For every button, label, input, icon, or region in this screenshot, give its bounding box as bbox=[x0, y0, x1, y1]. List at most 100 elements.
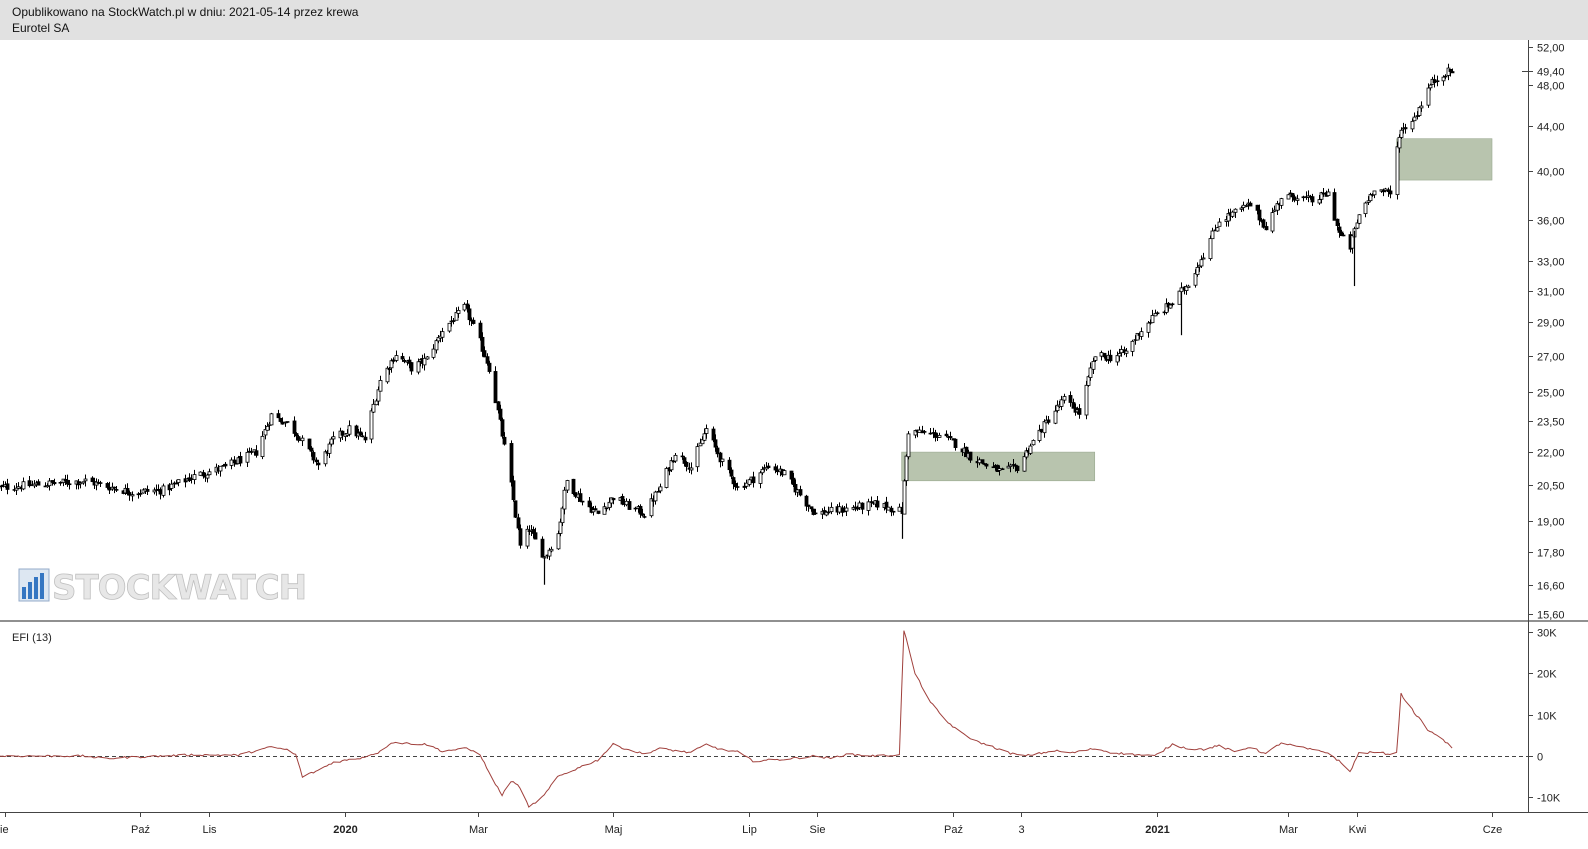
candle bbox=[509, 440, 514, 487]
candle bbox=[715, 445, 720, 458]
candle bbox=[1332, 188, 1337, 221]
candle bbox=[560, 506, 565, 526]
price-tick: 22,00 bbox=[1528, 448, 1565, 460]
candle bbox=[1270, 207, 1275, 234]
candle bbox=[718, 451, 723, 468]
candle bbox=[1261, 218, 1266, 229]
candle bbox=[500, 417, 505, 439]
candle bbox=[389, 358, 394, 373]
candle bbox=[664, 466, 669, 489]
candle bbox=[294, 432, 299, 441]
efi-tick-label: -10K bbox=[1537, 793, 1561, 805]
candle bbox=[1022, 452, 1027, 472]
watermark-text: STOCKWATCH bbox=[52, 568, 306, 608]
candle bbox=[1295, 194, 1300, 206]
candle bbox=[829, 502, 834, 515]
time-tick: Maj bbox=[605, 812, 622, 836]
candle bbox=[83, 474, 88, 487]
candle bbox=[422, 353, 427, 371]
price-tick-label: 44,00 bbox=[1537, 122, 1565, 134]
time-tick-label: 2021 bbox=[1145, 824, 1169, 836]
efi-tick: 0 bbox=[1528, 752, 1543, 764]
candle bbox=[502, 432, 507, 446]
time-tick: Paź bbox=[131, 812, 150, 836]
candle bbox=[1350, 235, 1355, 254]
candle bbox=[1177, 290, 1182, 305]
time-tick-label: Lip bbox=[742, 824, 757, 836]
candle bbox=[684, 461, 689, 472]
candle bbox=[369, 408, 374, 444]
candle bbox=[130, 491, 135, 502]
candle bbox=[1184, 284, 1189, 295]
candle bbox=[1046, 415, 1051, 425]
candle bbox=[471, 317, 476, 325]
candle bbox=[1088, 362, 1093, 381]
candle bbox=[1108, 349, 1113, 363]
candle bbox=[669, 457, 674, 473]
candle bbox=[1395, 141, 1400, 200]
candle bbox=[434, 339, 439, 354]
candle bbox=[904, 454, 909, 486]
candle bbox=[891, 510, 896, 516]
candle bbox=[653, 490, 658, 505]
candle bbox=[933, 429, 938, 442]
candle bbox=[1201, 252, 1206, 260]
candle bbox=[1210, 227, 1215, 240]
candle bbox=[1446, 63, 1451, 81]
candle bbox=[482, 346, 487, 358]
time-tick: 2021 bbox=[1145, 812, 1170, 836]
candle bbox=[713, 434, 718, 452]
candle bbox=[1053, 405, 1058, 425]
candle bbox=[327, 441, 332, 459]
time-axis: ie Paź Lis 2020 Mar Maj Lip Sie Paź 3 2021 Mar Kwi Cz… bbox=[0, 812, 1502, 836]
candle bbox=[245, 448, 250, 467]
candle bbox=[169, 479, 174, 492]
published-info: Opublikowano na StockWatch.pl w dniu: 20… bbox=[12, 5, 359, 19]
candle bbox=[400, 352, 405, 362]
candle bbox=[189, 474, 194, 484]
candle bbox=[36, 479, 41, 486]
price-tick: 40,00 bbox=[1528, 167, 1565, 179]
candle bbox=[47, 478, 52, 491]
bar-chart-icon bbox=[18, 568, 50, 602]
efi-axis: 30K 20K 10K 0 -10K bbox=[1528, 628, 1561, 805]
candle bbox=[145, 485, 150, 496]
candle bbox=[809, 506, 814, 512]
candle bbox=[1015, 465, 1020, 474]
candle bbox=[611, 497, 616, 505]
candle bbox=[1215, 226, 1220, 232]
time-tick: ie bbox=[0, 812, 9, 836]
time-tick-label: Mar bbox=[469, 824, 488, 836]
price-tick: 15,60 bbox=[1528, 610, 1565, 622]
price-tick: 16,60 bbox=[1528, 581, 1565, 593]
candle bbox=[727, 457, 732, 474]
price-tick-label: 52,00 bbox=[1537, 43, 1565, 55]
candle bbox=[260, 431, 265, 460]
candle bbox=[363, 431, 368, 443]
candle bbox=[604, 507, 609, 512]
candle bbox=[751, 471, 756, 488]
candle bbox=[1130, 339, 1135, 357]
candle bbox=[928, 427, 933, 435]
candle bbox=[1326, 188, 1331, 197]
candle bbox=[1372, 190, 1377, 199]
price-tick: 31,00 bbox=[1528, 287, 1565, 299]
candle bbox=[316, 459, 321, 470]
candle bbox=[1450, 68, 1455, 74]
time-tick-label: Kwi bbox=[1349, 824, 1367, 836]
candle bbox=[223, 461, 228, 469]
candle bbox=[633, 506, 638, 512]
candle bbox=[1368, 192, 1373, 202]
candle bbox=[1397, 134, 1402, 153]
candle bbox=[456, 306, 461, 318]
candle bbox=[307, 438, 312, 451]
candle bbox=[1428, 83, 1433, 91]
candle bbox=[207, 468, 212, 476]
candle bbox=[440, 327, 445, 342]
candle bbox=[94, 478, 99, 491]
efi-tick: 20K bbox=[1528, 669, 1557, 681]
candle bbox=[902, 479, 907, 515]
candle bbox=[1170, 302, 1175, 307]
candle bbox=[58, 481, 63, 486]
